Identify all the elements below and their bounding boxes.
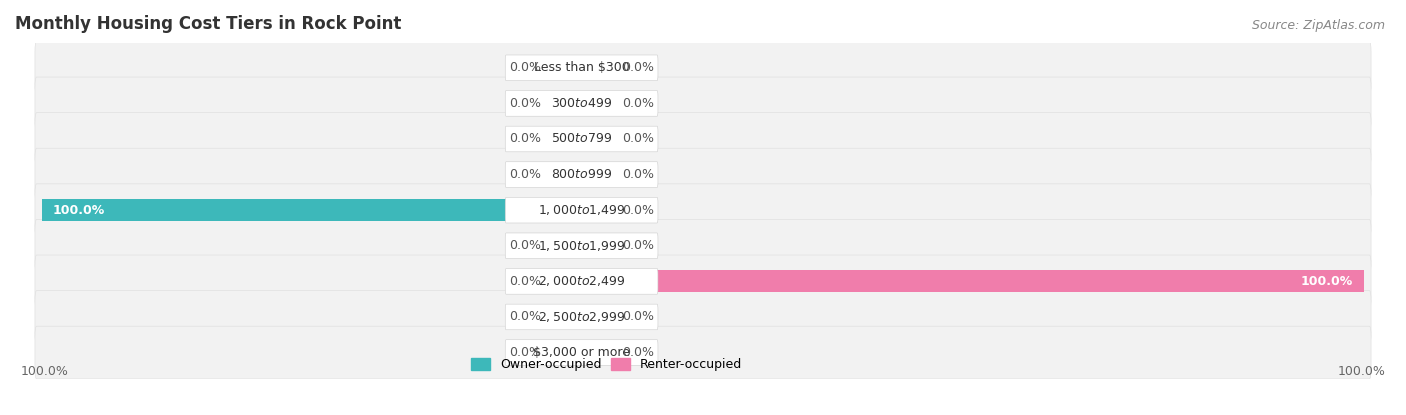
Bar: [582, 342, 614, 364]
Text: $1,500 to $1,999: $1,500 to $1,999: [537, 239, 626, 253]
Bar: [582, 164, 614, 186]
FancyBboxPatch shape: [505, 198, 658, 223]
Bar: [550, 270, 582, 293]
Text: $800 to $999: $800 to $999: [551, 168, 612, 181]
FancyBboxPatch shape: [505, 340, 658, 365]
Text: $300 to $499: $300 to $499: [551, 97, 612, 110]
Text: Source: ZipAtlas.com: Source: ZipAtlas.com: [1251, 19, 1385, 32]
Text: 0.0%: 0.0%: [621, 168, 654, 181]
Bar: [582, 199, 614, 221]
Text: 0.0%: 0.0%: [621, 204, 654, 217]
FancyBboxPatch shape: [35, 112, 1371, 165]
Text: 0.0%: 0.0%: [621, 346, 654, 359]
Text: 0.0%: 0.0%: [621, 239, 654, 252]
Text: 0.0%: 0.0%: [509, 132, 541, 146]
Text: 0.0%: 0.0%: [621, 61, 654, 74]
Text: 0.0%: 0.0%: [509, 168, 541, 181]
Bar: [550, 93, 582, 115]
Bar: [42, 199, 582, 221]
Bar: [582, 270, 1364, 293]
Text: 100.0%: 100.0%: [53, 204, 105, 217]
Text: 100.0%: 100.0%: [1337, 365, 1385, 378]
Text: $2,500 to $2,999: $2,500 to $2,999: [537, 310, 626, 324]
Bar: [550, 306, 582, 328]
Bar: [550, 57, 582, 79]
Text: 0.0%: 0.0%: [621, 97, 654, 110]
FancyBboxPatch shape: [35, 148, 1371, 201]
FancyBboxPatch shape: [35, 42, 1371, 94]
Text: 0.0%: 0.0%: [509, 310, 541, 323]
Text: 0.0%: 0.0%: [509, 61, 541, 74]
FancyBboxPatch shape: [505, 90, 658, 116]
FancyBboxPatch shape: [505, 126, 658, 152]
FancyBboxPatch shape: [505, 55, 658, 81]
Bar: [582, 306, 614, 328]
Bar: [582, 128, 614, 150]
Bar: [550, 128, 582, 150]
Text: 0.0%: 0.0%: [621, 132, 654, 146]
Legend: Owner-occupied, Renter-occupied: Owner-occupied, Renter-occupied: [465, 353, 748, 376]
Text: 0.0%: 0.0%: [509, 275, 541, 288]
Text: 0.0%: 0.0%: [509, 97, 541, 110]
Bar: [550, 235, 582, 257]
FancyBboxPatch shape: [505, 162, 658, 188]
Bar: [550, 164, 582, 186]
Text: $2,000 to $2,499: $2,000 to $2,499: [537, 274, 626, 288]
Bar: [550, 342, 582, 364]
FancyBboxPatch shape: [35, 326, 1371, 379]
Text: 0.0%: 0.0%: [621, 310, 654, 323]
FancyBboxPatch shape: [35, 255, 1371, 308]
Text: 100.0%: 100.0%: [21, 365, 69, 378]
Text: 0.0%: 0.0%: [509, 346, 541, 359]
FancyBboxPatch shape: [35, 77, 1371, 130]
Text: Monthly Housing Cost Tiers in Rock Point: Monthly Housing Cost Tiers in Rock Point: [15, 15, 401, 33]
FancyBboxPatch shape: [35, 220, 1371, 272]
Bar: [582, 57, 614, 79]
Bar: [582, 235, 614, 257]
Text: $1,000 to $1,499: $1,000 to $1,499: [537, 203, 626, 217]
Text: Less than $300: Less than $300: [534, 61, 630, 74]
Text: 100.0%: 100.0%: [1301, 275, 1353, 288]
FancyBboxPatch shape: [505, 269, 658, 294]
FancyBboxPatch shape: [505, 304, 658, 330]
Text: $3,000 or more: $3,000 or more: [533, 346, 630, 359]
Text: 0.0%: 0.0%: [509, 239, 541, 252]
Bar: [582, 93, 614, 115]
FancyBboxPatch shape: [35, 184, 1371, 237]
FancyBboxPatch shape: [505, 233, 658, 259]
FancyBboxPatch shape: [35, 290, 1371, 343]
Text: $500 to $799: $500 to $799: [551, 132, 612, 146]
